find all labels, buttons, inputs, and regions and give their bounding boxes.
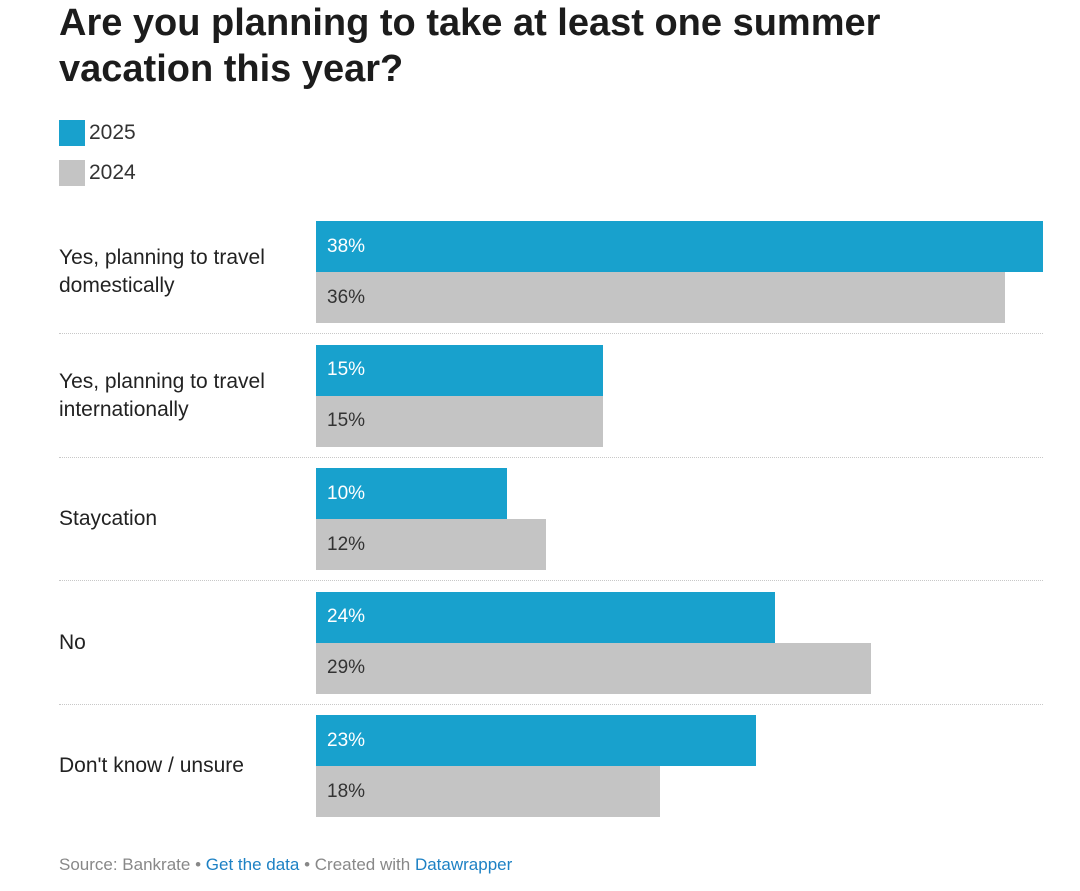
legend-label-2024: 2024: [89, 161, 136, 184]
bar-2025: 24%: [316, 591, 776, 643]
category-label: Staycation: [59, 507, 158, 530]
row-divider: [59, 580, 1043, 581]
chart-row: Yes, planning to travel internationally 1…: [0, 344, 1080, 447]
legend-swatch-2024: [59, 160, 85, 186]
category-label: Yes, planning to travel domestically: [59, 246, 265, 297]
category-label: No: [59, 630, 86, 654]
datawrapper-link[interactable]: Datawrapper: [414, 855, 513, 874]
chart-row: Yes, planning to travel domestically 38% 3…: [0, 221, 1080, 323]
bar-2025: 23%: [316, 715, 757, 766]
bar-value-label: 24%: [327, 606, 366, 627]
legend-item-2025: 2025: [59, 120, 136, 146]
legend-item-2024: 2024: [59, 160, 136, 186]
bar-2024: 12%: [316, 519, 546, 570]
bar-2024: 29%: [316, 642, 871, 694]
legend-swatch-2025: [59, 120, 85, 146]
bar-value-label: 38%: [327, 235, 366, 257]
legend-label-2025: 2025: [89, 121, 136, 144]
chart-row: Staycation 10% 12%: [0, 468, 1080, 570]
bar-2024: 15%: [316, 395, 603, 447]
bar-2024: 18%: [316, 766, 661, 817]
footer-separator: •: [195, 855, 202, 874]
bar-value-label: 36%: [327, 286, 366, 308]
row-divider: [59, 333, 1043, 334]
chart-row: No 24% 29%: [0, 591, 1080, 694]
legend: 2025 2024: [59, 120, 136, 200]
bar-value-label: 12%: [327, 533, 366, 555]
bar-2025: 10%: [316, 468, 508, 519]
row-divider: [59, 456, 1043, 458]
row-divider: [59, 703, 1043, 705]
bar-2024: 36%: [316, 272, 1005, 323]
chart-title: Are you planning to take at least one su…: [59, 2, 881, 90]
chart-row: Don't know / unsure 23% 18%: [0, 715, 1080, 817]
bar-value-label: 15%: [327, 359, 366, 380]
bar-value-label: 15%: [327, 410, 366, 431]
footer: Source: Bankrate • Get the data • Create…: [59, 855, 512, 875]
bar-value-label: 29%: [327, 657, 366, 678]
bar-value-label: 23%: [327, 729, 366, 751]
source-text: Source: Bankrate: [59, 855, 191, 874]
bar-value-label: 18%: [327, 780, 366, 802]
bar-chart: Yes, planning to travel domestically 38% 3…: [0, 221, 1080, 821]
created-with-text: Created with: [314, 855, 411, 874]
bar-2025: 15%: [316, 344, 603, 396]
category-label: Don't know / unsure: [59, 754, 244, 777]
get-data-link[interactable]: Get the data: [205, 855, 300, 874]
category-label: Yes, planning to travel internationally: [59, 369, 265, 421]
bar-value-label: 10%: [327, 482, 366, 504]
bar-2025: 38%: [316, 221, 1043, 272]
footer-separator: •: [304, 855, 311, 874]
